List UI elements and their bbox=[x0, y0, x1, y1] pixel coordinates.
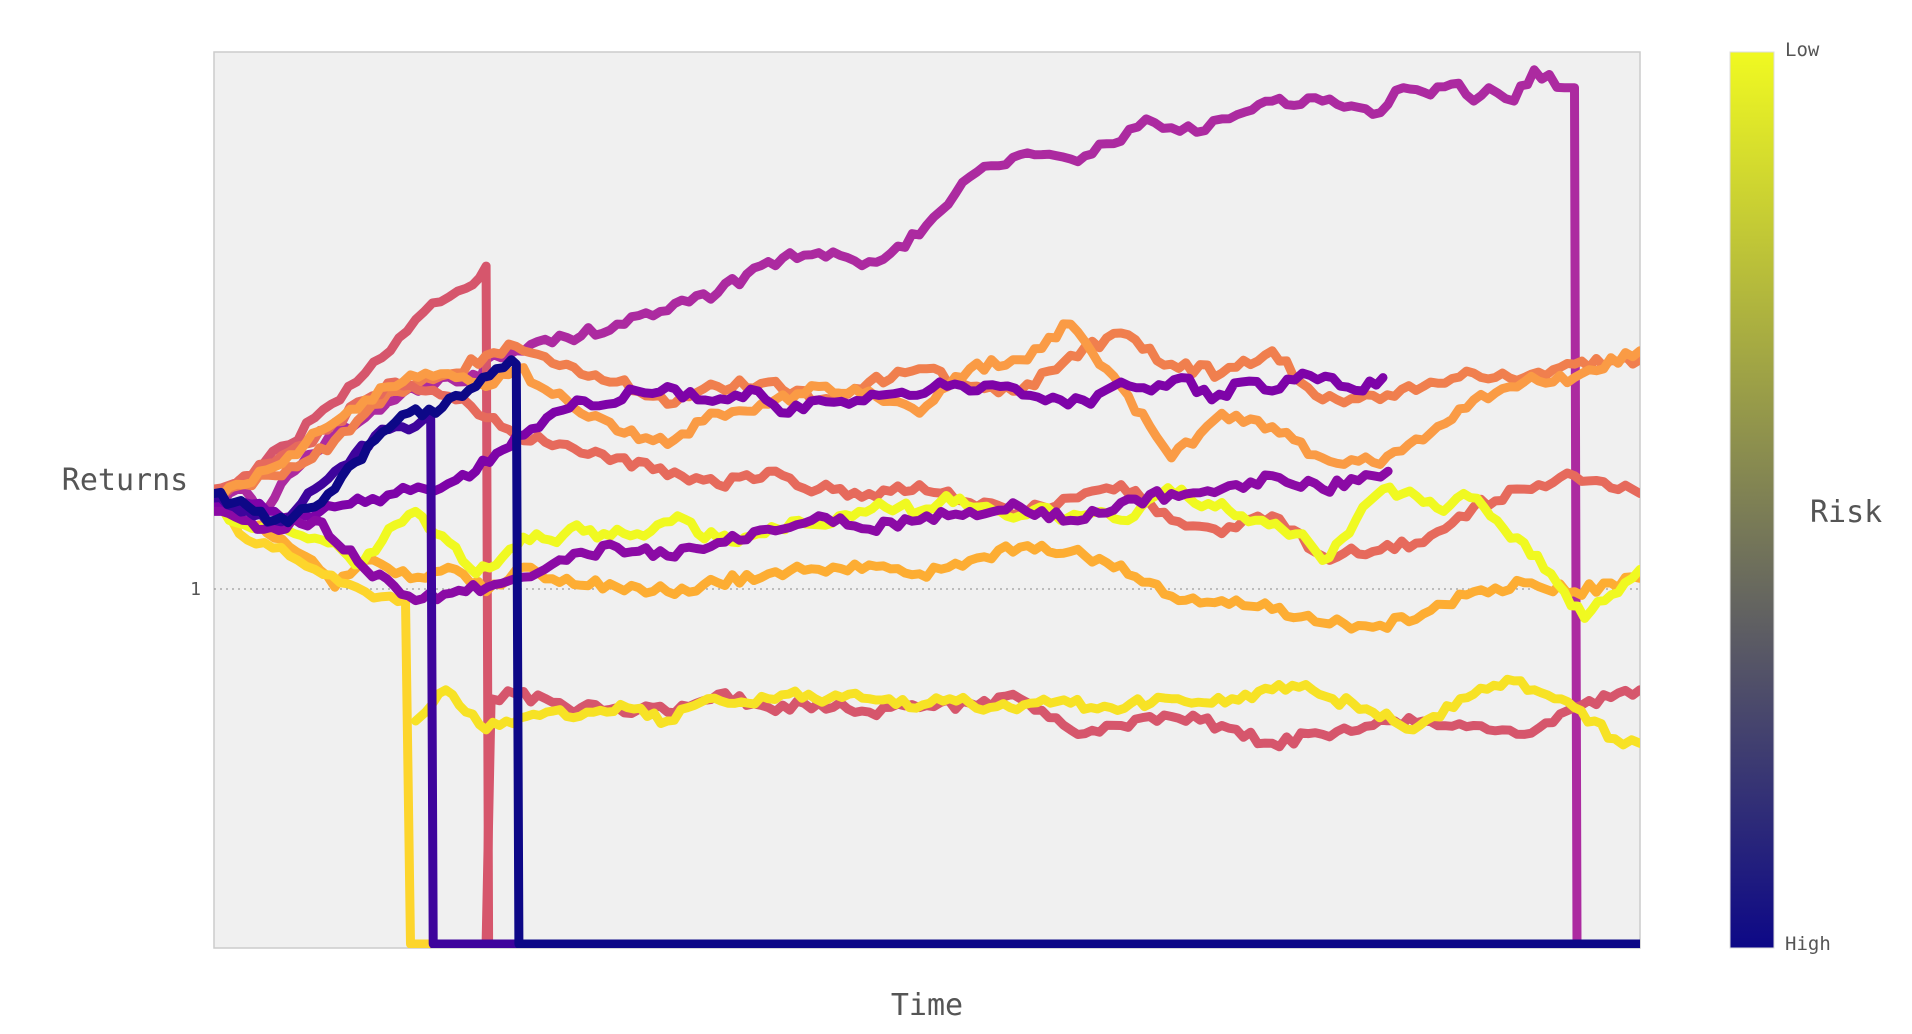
colorbar-top-label: Low bbox=[1785, 39, 1820, 61]
colorbar-title: Risk bbox=[1810, 495, 1882, 530]
series-line bbox=[214, 482, 1640, 623]
colorbar-bottom-label: High bbox=[1785, 933, 1831, 955]
plot-background bbox=[213, 51, 1641, 949]
x-axis-title: Time bbox=[891, 988, 963, 1023]
series-line bbox=[214, 328, 1640, 499]
series-line bbox=[214, 368, 1388, 523]
y-axis-title: Returns bbox=[62, 463, 188, 498]
series-line bbox=[214, 355, 1640, 948]
series-line bbox=[411, 674, 1640, 750]
series-line bbox=[214, 319, 1640, 503]
series-line bbox=[214, 466, 1393, 606]
colorbar bbox=[1729, 51, 1775, 949]
series-line bbox=[214, 498, 1640, 634]
series-layer bbox=[214, 65, 1640, 948]
y-tick-label: 1 bbox=[190, 579, 201, 600]
